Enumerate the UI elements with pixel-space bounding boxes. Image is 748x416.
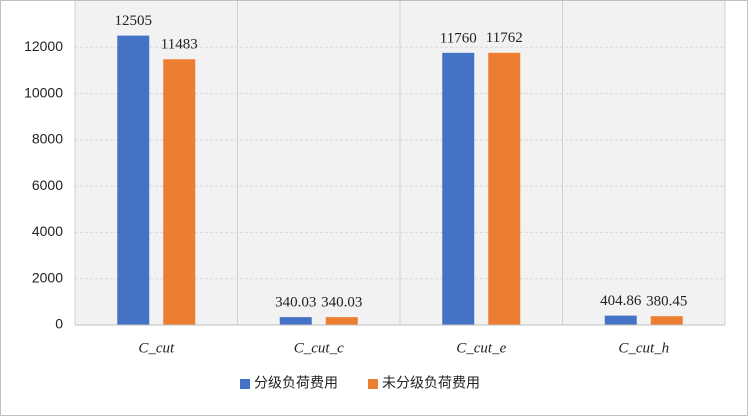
- y-tick-label: 6000: [32, 177, 63, 193]
- x-tick-label: C_cut_e: [456, 340, 506, 356]
- data-label: 340.03: [321, 295, 362, 311]
- x-tick-label: C_cut: [138, 340, 175, 356]
- data-label: 11760: [440, 30, 477, 46]
- bar: [604, 315, 637, 325]
- legend-swatch: [368, 379, 378, 389]
- data-label: 11762: [486, 30, 523, 46]
- y-tick-label: 8000: [32, 131, 63, 147]
- x-tick-label: C_cut_c: [294, 340, 344, 356]
- bar: [488, 52, 521, 326]
- y-tick-label: 10000: [24, 84, 63, 100]
- y-tick-label: 2000: [32, 269, 63, 285]
- legend-label: 未分级负荷费用: [382, 375, 480, 391]
- bar: [650, 316, 683, 325]
- data-label: 12505: [115, 13, 153, 29]
- data-label: 11483: [161, 37, 198, 53]
- bar: [442, 52, 475, 326]
- y-tick-label: 12000: [24, 38, 63, 54]
- y-tick-label: 4000: [32, 223, 63, 239]
- data-label: 404.86: [600, 293, 642, 309]
- data-label: 380.45: [646, 294, 687, 310]
- legend-label: 分级负荷费用: [254, 375, 338, 391]
- x-tick-label: C_cut_h: [618, 340, 669, 356]
- data-label: 340.03: [275, 295, 316, 311]
- bar: [325, 317, 358, 325]
- legend-swatch: [240, 379, 250, 389]
- y-tick-label: 0: [55, 316, 63, 332]
- bar: [163, 59, 196, 325]
- bar: [279, 317, 312, 325]
- bar: [117, 35, 150, 325]
